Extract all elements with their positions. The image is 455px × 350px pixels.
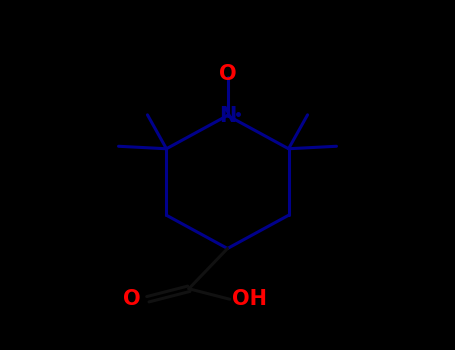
Text: O: O <box>219 63 236 84</box>
Text: O: O <box>123 289 141 309</box>
Text: OH: OH <box>232 289 267 309</box>
Text: N: N <box>219 105 236 126</box>
